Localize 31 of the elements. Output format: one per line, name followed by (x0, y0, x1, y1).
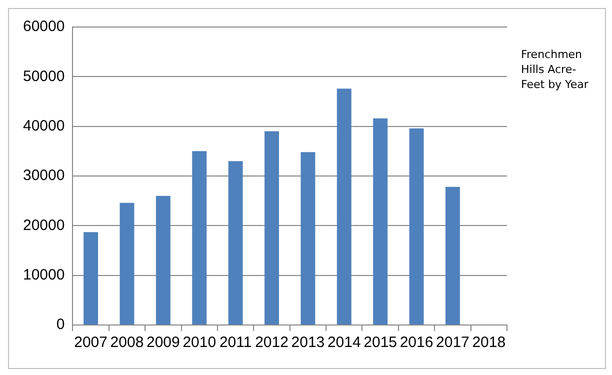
x-tick-label: 2009 (146, 334, 180, 352)
y-tick-label: 50000 (22, 68, 65, 85)
x-tick-label: 2016 (400, 334, 434, 352)
x-tick-label: 2017 (436, 334, 470, 352)
text: Frenchmen Hills Acre-Feet by Year (521, 47, 590, 92)
y-tick-label: 20000 (22, 216, 65, 234)
bar (336, 88, 352, 324)
bar (228, 161, 243, 324)
x-tick-label: 2012 (255, 334, 288, 352)
bar (300, 152, 316, 324)
y-tick-label: 60000 (22, 18, 65, 36)
x-tick-label: 2013 (291, 334, 325, 352)
y-tick-label: 0 (56, 316, 65, 334)
x-tick-label: 2011 (219, 334, 252, 352)
x-tick-label: 2007 (74, 334, 108, 352)
x-tick-label: 2014 (327, 334, 361, 352)
bar (264, 131, 279, 324)
x-tick-label: 2015 (364, 334, 398, 352)
x-tick-label: 2010 (182, 334, 216, 352)
bar (409, 128, 424, 324)
y-tick-label: 10000 (22, 266, 65, 284)
y-tick-label: 30000 (22, 167, 65, 184)
x-tick-label: 2018 (472, 334, 506, 352)
bar (156, 196, 170, 324)
bar (445, 186, 460, 324)
bar (192, 151, 207, 324)
bar (120, 202, 134, 324)
x-tick-label: 2008 (110, 334, 144, 352)
y-tick-label: 40000 (22, 117, 65, 134)
bar (373, 118, 388, 324)
bar (84, 232, 98, 324)
